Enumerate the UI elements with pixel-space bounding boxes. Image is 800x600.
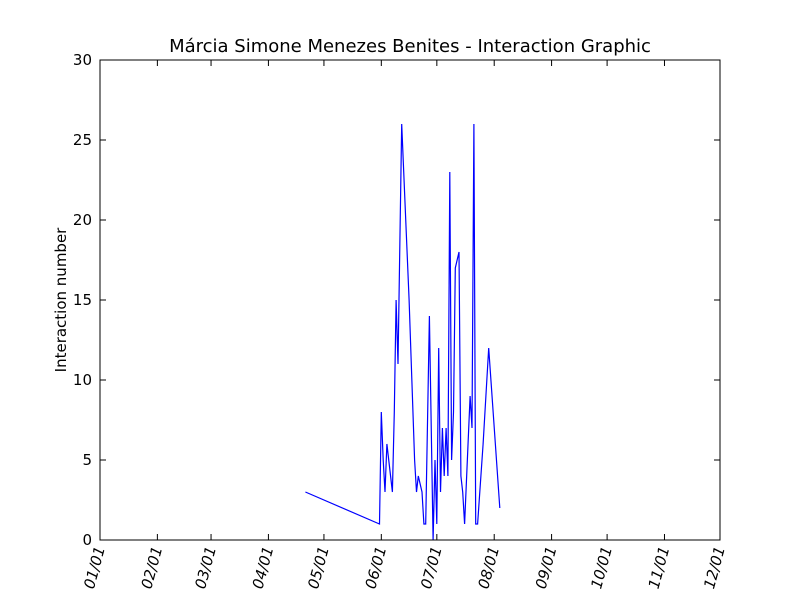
axis-ticks: 0 5 10 15 20 25 30 01/01 02/01 03/01 04/01 05/01 06/… xyxy=(73,51,729,591)
x-tick-label: 02/01 xyxy=(138,544,167,590)
y-tick-label: 25 xyxy=(73,131,92,149)
x-tick-label: 06/01 xyxy=(362,544,391,590)
chart-title: Márcia Simone Menezes Benites - Interact… xyxy=(169,36,651,57)
x-tick-label: 07/01 xyxy=(417,544,446,590)
y-tick-label: 0 xyxy=(82,531,92,549)
x-tick-label: 08/01 xyxy=(474,544,503,590)
series-line xyxy=(305,123,501,541)
x-tick-label: 10/01 xyxy=(587,544,616,590)
x-tick-label: 11/01 xyxy=(645,544,674,590)
y-tick-label: 10 xyxy=(73,371,92,389)
plot-area-frame xyxy=(99,59,721,541)
x-tick-label: 01/01 xyxy=(80,544,109,590)
x-tick-label: 04/01 xyxy=(249,544,278,590)
y-tick-label: 30 xyxy=(73,51,92,69)
y-tick-label: 5 xyxy=(82,451,92,469)
y-tick-label: 15 xyxy=(73,291,92,309)
x-tick-label: 12/01 xyxy=(700,544,729,590)
y-axis-label: Interaction number xyxy=(52,227,70,373)
y-tick-label: 20 xyxy=(73,211,92,229)
x-tick-label: 03/01 xyxy=(191,544,220,590)
series-group xyxy=(305,123,501,541)
x-tick-label: 09/01 xyxy=(532,544,561,590)
x-tick-label: 05/01 xyxy=(304,544,333,590)
